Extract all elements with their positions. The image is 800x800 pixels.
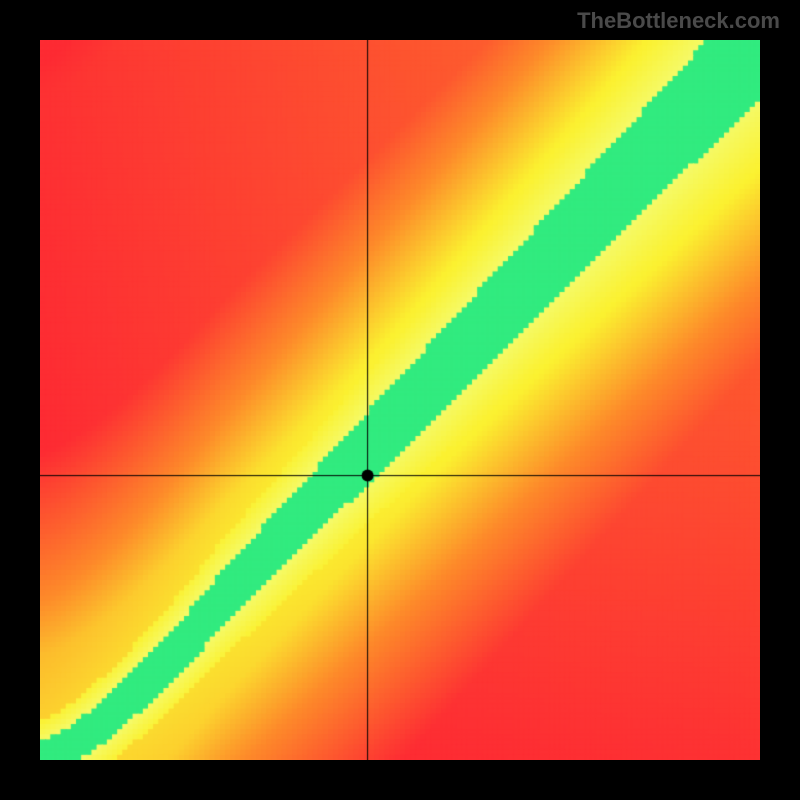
heatmap-canvas <box>40 40 760 760</box>
bottleneck-heatmap <box>40 40 760 760</box>
watermark-text: TheBottleneck.com <box>577 8 780 34</box>
